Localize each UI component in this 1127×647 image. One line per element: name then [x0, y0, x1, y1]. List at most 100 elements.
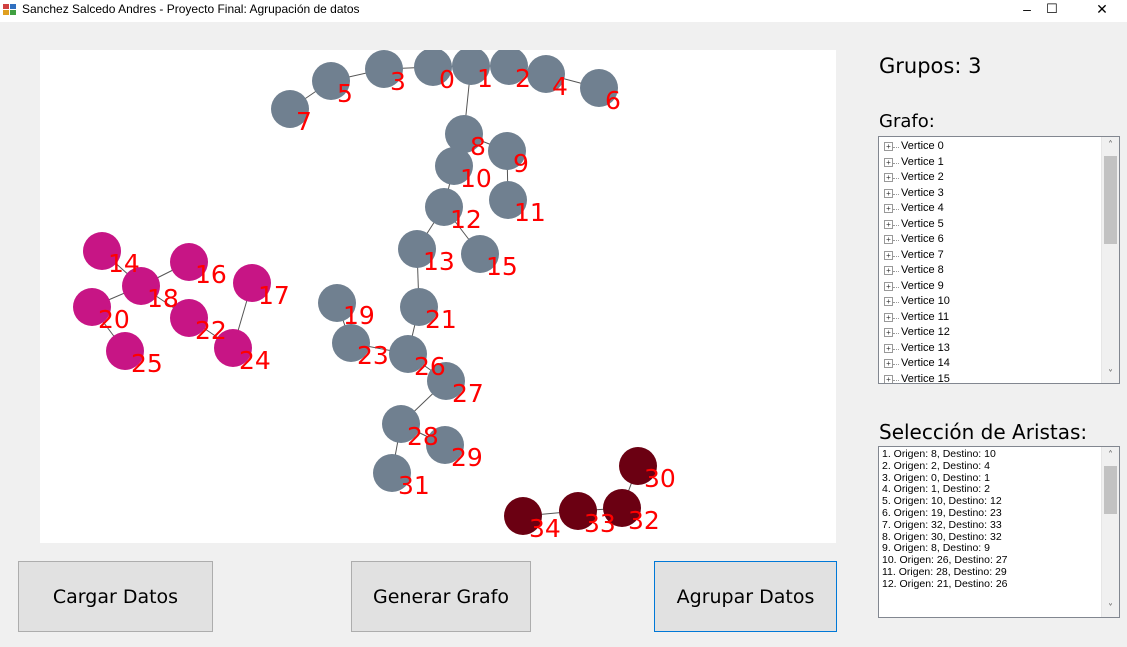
expand-icon[interactable]: + — [884, 173, 893, 182]
edge-list-item[interactable]: 5. Origen: 10, Destino: 12 — [882, 495, 1002, 508]
scroll-down-icon[interactable]: ˅ — [1108, 603, 1113, 614]
tree-connector — [893, 255, 899, 257]
tree-node-vertex[interactable]: + Vertice 15 — [879, 372, 1102, 384]
maximize-button[interactable]: ☐ — [1046, 1, 1058, 16]
edges-scroll-thumb[interactable] — [1104, 466, 1117, 514]
graph-vertex — [83, 232, 121, 270]
tree-node-vertex[interactable]: + Vertice 4 — [879, 201, 1102, 217]
tree-connector — [893, 147, 899, 148]
tree-node-vertex[interactable]: + Vertice 9 — [879, 279, 1102, 295]
edge-list-item[interactable]: 8. Origen: 30, Destino: 32 — [882, 530, 1002, 543]
vertex-label: 31 — [398, 471, 430, 500]
edge-list-item[interactable]: 3. Origen: 0, Destino: 1 — [882, 471, 990, 484]
edge-list-item[interactable]: 9. Origen: 8, Destino: 9 — [882, 542, 990, 555]
scroll-up-icon[interactable]: ˄ — [1108, 140, 1113, 151]
scroll-down-icon[interactable]: ˅ — [1108, 369, 1113, 380]
window-title: Sanchez Salcedo Andres - Proyecto Final:… — [22, 2, 360, 16]
expand-icon[interactable]: + — [884, 374, 893, 383]
tree-node-vertex[interactable]: + Vertice 7 — [879, 248, 1102, 264]
edges-selection-label: Selección de Aristas: — [879, 420, 1088, 444]
tree-scrollbar[interactable]: ˄ ˅ — [1101, 137, 1119, 383]
tree-node-vertex[interactable]: + Vertice 0 — [879, 139, 1102, 155]
vertex-label: 8 — [470, 132, 486, 161]
generate-graph-label: Generar Grafo — [373, 585, 509, 608]
graph-vertex — [603, 489, 641, 527]
tree-node-label: Vertice 2 — [901, 171, 944, 183]
tree-connector — [893, 162, 899, 164]
expand-icon[interactable]: + — [884, 219, 893, 229]
graph-vertex — [122, 267, 160, 305]
expand-icon[interactable]: + — [884, 266, 893, 275]
expand-icon[interactable]: + — [884, 328, 893, 337]
tree-node-label: Vertice 6 — [901, 233, 944, 245]
tree-node-label: Vertice 14 — [901, 357, 950, 369]
expand-icon[interactable]: + — [884, 188, 893, 198]
tree-node-vertex[interactable]: + Vertice 5 — [879, 217, 1102, 233]
graph-tree-view[interactable]: + Vertice 0 + Vertice 1 + Vertice 2 + Vertice 3… — [878, 136, 1120, 384]
vertex-label: 23 — [357, 341, 389, 370]
vertex-label: 14 — [108, 249, 140, 278]
vertex-label: 1 — [477, 64, 493, 93]
expand-icon[interactable]: + — [884, 235, 893, 244]
tree-scroll-thumb[interactable] — [1104, 156, 1117, 244]
tree-connector — [893, 348, 899, 350]
expand-icon[interactable]: + — [884, 297, 893, 306]
tree-node-vertex[interactable]: + Vertice 12 — [879, 325, 1102, 341]
expand-icon[interactable]: + — [884, 204, 893, 213]
tree-node-label: Vertice 0 — [901, 140, 944, 152]
tree-node-vertex[interactable]: + Vertice 6 — [879, 232, 1102, 248]
tree-node-label: Vertice 15 — [901, 372, 950, 384]
tree-connector — [893, 178, 899, 179]
vertex-label: 12 — [450, 205, 482, 234]
expand-icon[interactable]: + — [884, 359, 893, 368]
expand-icon[interactable]: + — [884, 157, 893, 167]
tree-node-vertex[interactable]: + Vertice 8 — [879, 263, 1102, 279]
edge-list-item[interactable]: 11. Origen: 28, Destino: 29 — [882, 565, 1007, 578]
expand-icon[interactable]: + — [884, 142, 893, 151]
vertex-label: 32 — [628, 506, 660, 535]
edge-list-item[interactable]: 6. Origen: 19, Destino: 23 — [882, 506, 1002, 519]
tree-connector — [893, 333, 899, 334]
close-button[interactable]: ✕ — [1096, 1, 1108, 17]
edge-list-item[interactable]: 12. Origen: 21, Destino: 26 — [882, 577, 1008, 590]
edge-list-item[interactable]: 4. Origen: 1, Destino: 2 — [882, 483, 990, 496]
graph-vertex — [425, 188, 463, 226]
expand-icon[interactable]: + — [884, 281, 893, 291]
generate-graph-button[interactable]: Generar Grafo — [351, 561, 531, 632]
minimize-button[interactable]: – — [1023, 1, 1031, 17]
graph-vertex — [619, 447, 657, 485]
edges-scrollbar[interactable]: ˄ ˅ — [1101, 447, 1119, 617]
tree-node-vertex[interactable]: + Vertice 13 — [879, 341, 1102, 357]
graph-vertex — [488, 132, 526, 170]
tree-connector — [893, 240, 899, 241]
edges-list-box[interactable]: 1. Origen: 8, Destino: 10 2. Origen: 2, D… — [878, 446, 1120, 618]
vertex-label: 26 — [414, 352, 446, 381]
edge-list-item[interactable]: 1. Origen: 8, Destino: 10 — [882, 449, 996, 460]
tree-connector — [893, 364, 899, 365]
expand-icon[interactable]: + — [884, 312, 893, 322]
tree-node-vertex[interactable]: + Vertice 11 — [879, 310, 1102, 326]
load-data-label: Cargar Datos — [52, 585, 179, 608]
tree-node-vertex[interactable]: + Vertice 14 — [879, 356, 1102, 372]
edge-list-item[interactable]: 7. Origen: 32, Destino: 33 — [882, 518, 1002, 531]
tree-node-vertex[interactable]: + Vertice 3 — [879, 186, 1102, 202]
graph-vertex — [170, 299, 208, 337]
graph-vertex — [580, 69, 618, 107]
edge-list-item[interactable]: 2. Origen: 2, Destino: 4 — [882, 459, 990, 472]
scroll-up-icon[interactable]: ˄ — [1108, 450, 1113, 461]
tree-node-label: Vertice 4 — [901, 202, 944, 214]
graph-vertex — [445, 115, 483, 153]
expand-icon[interactable]: + — [884, 343, 893, 353]
tree-node-label: Vertice 8 — [901, 264, 944, 276]
tree-node-vertex[interactable]: + Vertice 1 — [879, 155, 1102, 171]
group-data-button[interactable]: Agrupar Datos — [654, 561, 837, 632]
edge-list-item[interactable]: 10. Origen: 26, Destino: 27 — [882, 554, 1008, 567]
tree-node-vertex[interactable]: + Vertice 10 — [879, 294, 1102, 310]
expand-icon[interactable]: + — [884, 250, 893, 260]
graph-vertex — [398, 230, 436, 268]
load-data-button[interactable]: Cargar Datos — [18, 561, 213, 632]
graph-vertex — [452, 50, 490, 85]
tree-node-vertex[interactable]: + Vertice 2 — [879, 170, 1102, 186]
vertex-label: 19 — [343, 301, 375, 330]
